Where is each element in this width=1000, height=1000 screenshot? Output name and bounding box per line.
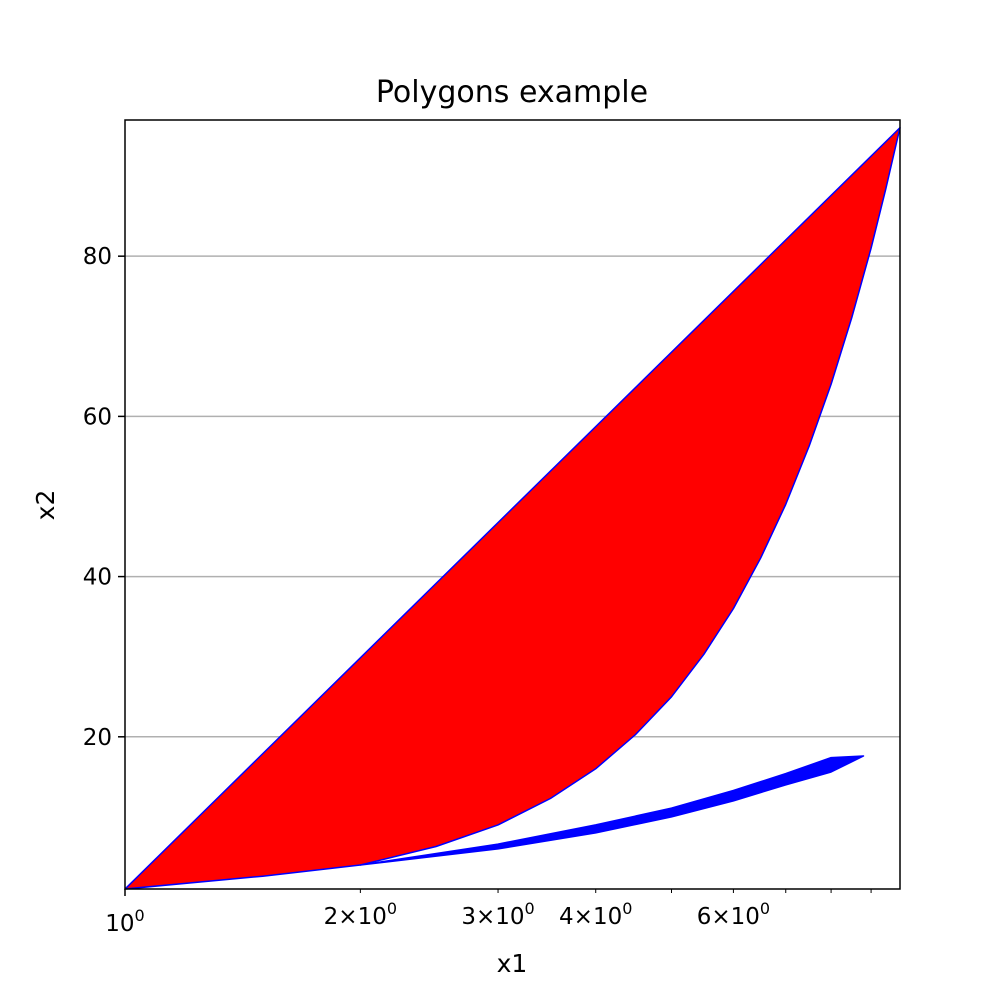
polygon-1 xyxy=(124,126,901,890)
y-tick-label-80: 80 xyxy=(83,244,112,270)
x-tick-label-4: 4×100 xyxy=(559,899,632,930)
x-tick-label-3: 3×100 xyxy=(461,899,534,930)
polygon-2 xyxy=(359,755,865,866)
y-tick-label-40: 40 xyxy=(83,565,112,591)
plot-frame xyxy=(124,119,901,890)
y-axis-label: x2 xyxy=(31,490,60,521)
tick-layer: 20 40 60 80 100 2×100 3×100 4×100 6×100 xyxy=(83,244,872,937)
x-tick-label-1: 100 xyxy=(105,906,144,937)
chart-title: Polygons example xyxy=(376,75,648,110)
polygon-layer xyxy=(124,126,901,890)
x-axis-label: x1 xyxy=(497,949,528,978)
y-tick-label-20: 20 xyxy=(83,725,112,751)
x-tick-label-2: 2×100 xyxy=(324,899,397,930)
y-tick-label-60: 60 xyxy=(83,404,112,430)
x-tick-label-6: 6×100 xyxy=(697,899,770,930)
